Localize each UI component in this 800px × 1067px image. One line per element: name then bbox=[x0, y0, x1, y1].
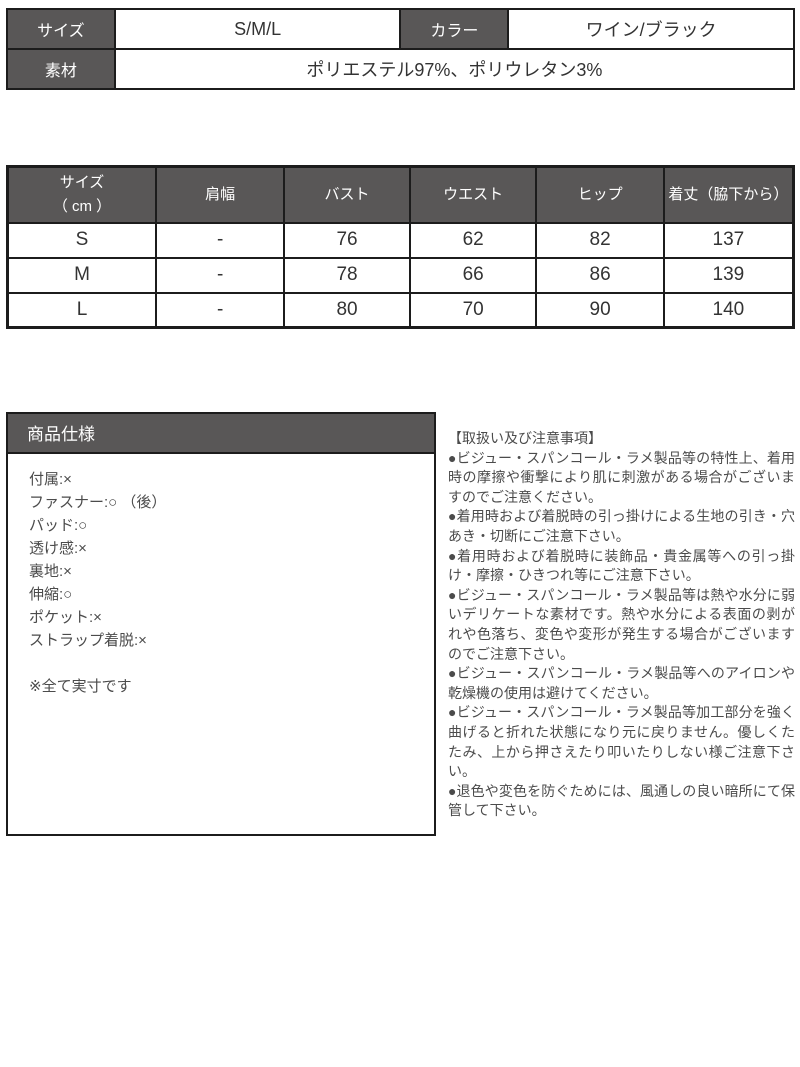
table-row-m: M - 78 66 86 139 bbox=[6, 256, 795, 294]
cell-length: 137 bbox=[662, 221, 795, 259]
spec-item-sheerness: 透け感:× bbox=[29, 540, 87, 557]
size-value-cell: S/M/L bbox=[113, 8, 402, 50]
spec-item-pocket: ポケット:× bbox=[29, 609, 102, 626]
cell-hip: 86 bbox=[535, 256, 665, 294]
cell-length: 140 bbox=[662, 291, 795, 329]
col-header-shoulder: 肩幅 bbox=[155, 165, 286, 224]
precaution-item: ●ビジュー・スパンコール・ラメ製品等は熱や水分に弱いデリケートな素材です。熱や水… bbox=[448, 586, 795, 662]
spec-item-fastener: ファスナー:○ （後） bbox=[29, 494, 167, 511]
size-chart-table: サイズ （ cm ） 肩幅 バスト ウエスト ヒップ 着丈（脇下から） S - … bbox=[6, 165, 795, 329]
col-header-size-cm: サイズ （ cm ） bbox=[6, 165, 158, 224]
cell-shoulder: - bbox=[155, 291, 286, 329]
precautions-title: 【取扱い及び注意事項】 bbox=[448, 430, 602, 446]
cell-size: L bbox=[6, 291, 158, 329]
precaution-item: ●退色や変色を防ぐためには、風通しの良い暗所にて保管して下さい。 bbox=[448, 782, 795, 819]
cell-size: M bbox=[6, 256, 158, 294]
product-spec-page: サイズ S/M/L カラー ワイン/ブラック 素材 ポリエステル97%、ポリウレ… bbox=[6, 8, 796, 836]
cell-size: S bbox=[6, 221, 158, 259]
product-spec-box: 商品仕様 付属:× ファスナー:○ （後） パッド:○ 透け感:× 裏地:× 伸… bbox=[6, 412, 436, 836]
cell-bust: 80 bbox=[283, 291, 411, 329]
table-row-s: S - 76 62 82 137 bbox=[6, 221, 795, 259]
cell-hip: 82 bbox=[535, 221, 665, 259]
details-section: 商品仕様 付属:× ファスナー:○ （後） パッド:○ 透け感:× 裏地:× 伸… bbox=[6, 412, 795, 836]
color-label-cell: カラー bbox=[399, 8, 510, 50]
col-header-waist: ウエスト bbox=[408, 165, 538, 224]
cell-waist: 62 bbox=[408, 221, 538, 259]
precautions-section: 【取扱い及び注意事項】 ●ビジュー・スパンコール・ラメ製品等の特性上、着用時の摩… bbox=[448, 412, 795, 821]
size-cm-line2: （ cm ） bbox=[52, 197, 112, 215]
precaution-item: ●着用時および着脱時の引っ掛けによる生地の引き・穴あき・切断にご注意下さい。 bbox=[448, 508, 795, 544]
cell-waist: 66 bbox=[408, 256, 538, 294]
col-header-bust: バスト bbox=[283, 165, 411, 224]
material-value-cell: ポリエステル97%、ポリウレタン3% bbox=[113, 48, 796, 90]
spec-item-pad: パッド:○ bbox=[29, 517, 88, 534]
cell-waist: 70 bbox=[408, 291, 538, 329]
spacer bbox=[6, 90, 795, 165]
precaution-item: ●ビジュー・スパンコール・ラメ製品等の特性上、着用時の摩擦や衝撃により肌に刺激が… bbox=[448, 449, 795, 505]
spec-item-accessory: 付属:× bbox=[29, 471, 72, 488]
precaution-item: ●ビジュー・スパンコール・ラメ製品等へのアイロンや乾燥機の使用は避けてください。 bbox=[448, 665, 795, 701]
cell-shoulder: - bbox=[155, 256, 286, 294]
cell-length: 139 bbox=[662, 256, 795, 294]
product-spec-title: 商品仕様 bbox=[8, 414, 434, 454]
cell-shoulder: - bbox=[155, 221, 286, 259]
cell-hip: 90 bbox=[535, 291, 665, 329]
spec-measurement-note: ※全て実寸です bbox=[29, 678, 132, 695]
precaution-item: ●着用時および着脱時に装飾品・貴金属等への引っ掛け・摩擦・ひきつれ等にご注意下さ… bbox=[448, 547, 795, 584]
size-label-cell: サイズ bbox=[6, 8, 116, 50]
item-info-table: サイズ S/M/L カラー ワイン/ブラック 素材 ポリエステル97%、ポリウレ… bbox=[6, 8, 796, 90]
size-chart-header-row: サイズ （ cm ） 肩幅 バスト ウエスト ヒップ 着丈（脇下から） bbox=[6, 165, 795, 224]
cell-bust: 78 bbox=[283, 256, 411, 294]
col-header-length: 着丈（脇下から） bbox=[662, 165, 795, 224]
cell-bust: 76 bbox=[283, 221, 411, 259]
precaution-item: ●ビジュー・スパンコール・ラメ製品等加工部分を強く曲げると折れた状態になり元に戻… bbox=[448, 704, 795, 780]
col-header-hip: ヒップ bbox=[535, 165, 665, 224]
spec-item-strap: ストラップ着脱:× bbox=[29, 632, 147, 649]
material-label-cell: 素材 bbox=[6, 48, 116, 90]
table-row-l: L - 80 70 90 140 bbox=[6, 291, 795, 329]
product-spec-list: 付属:× ファスナー:○ （後） パッド:○ 透け感:× 裏地:× 伸縮:○ ポ… bbox=[8, 454, 434, 698]
size-cm-line1: サイズ bbox=[59, 173, 105, 191]
spec-item-stretch: 伸縮:○ bbox=[29, 586, 73, 603]
spec-item-lining: 裏地:× bbox=[29, 563, 72, 580]
color-value-cell: ワイン/ブラック bbox=[507, 8, 795, 50]
spacer bbox=[6, 329, 795, 412]
